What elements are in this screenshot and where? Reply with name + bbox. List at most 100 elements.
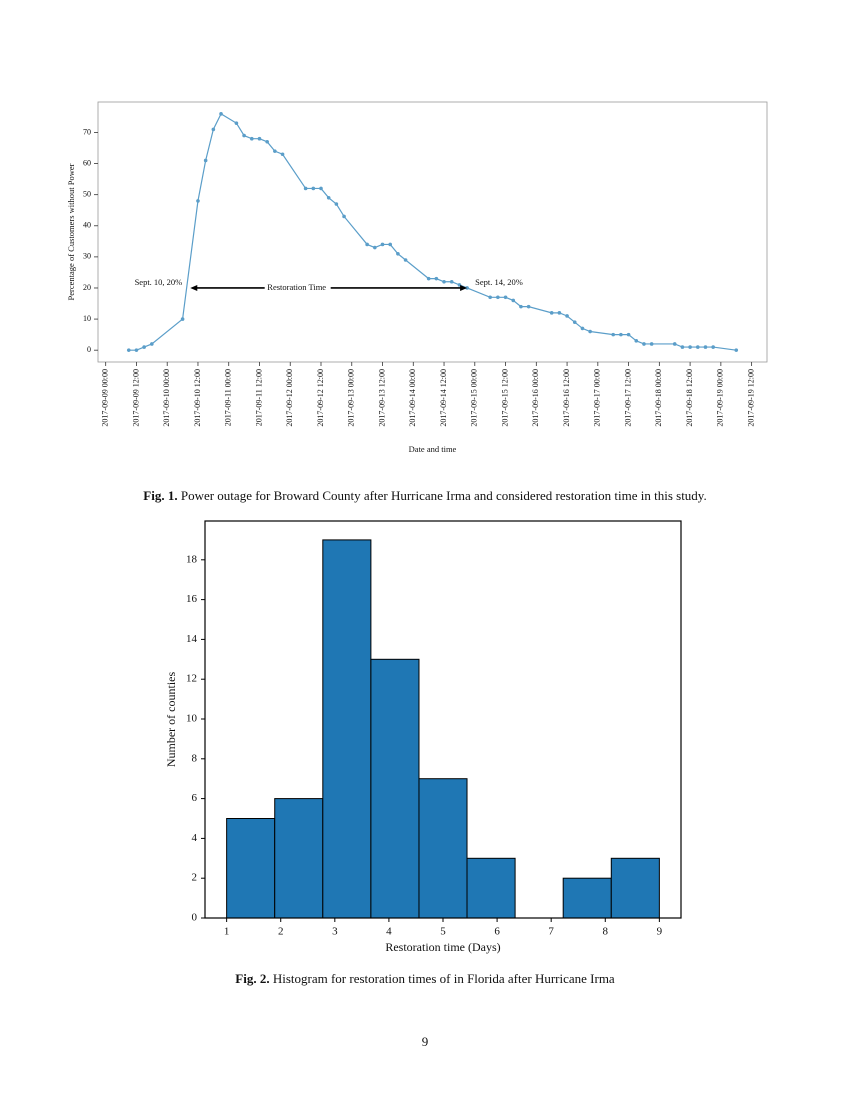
x-tick-label: 2017-09-11 00:00 [224, 369, 233, 426]
figure-caption: Fig. 2. Histogram for restoration times … [235, 971, 615, 986]
x-tick-label: 9 [657, 926, 663, 938]
histogram-bar [322, 539, 372, 919]
data-point [242, 133, 246, 138]
data-point [126, 348, 131, 352]
data-point [280, 152, 285, 157]
histogram-bar [274, 798, 324, 919]
annotation-label: Sept. 14, 20% [475, 277, 523, 287]
data-point [549, 311, 554, 315]
x-tick-label: 2017-09-17 12:00 [623, 369, 632, 427]
data-point [180, 317, 185, 321]
data-point [565, 314, 569, 318]
figure-caption: Fig. 1. Power outage for Broward County … [143, 488, 706, 503]
data-point [434, 276, 439, 281]
caption-text: Histogram for restoration times of in Fl… [270, 971, 615, 986]
arrow-head [460, 284, 468, 291]
data-point [634, 339, 639, 343]
x-tick-label: 2017-09-15 12:00 [500, 369, 509, 427]
x-tick-label: 7 [548, 926, 554, 938]
data-point [150, 342, 154, 346]
data-point [611, 332, 616, 337]
x-tick-label: 2017-09-11 12:00 [254, 369, 263, 426]
y-tick-label: 4 [192, 832, 198, 844]
data-point [572, 320, 577, 324]
data-point [519, 304, 523, 309]
arrow-head [190, 284, 198, 291]
data-point [303, 186, 308, 191]
data-point [273, 149, 277, 153]
y-tick-label: 18 [186, 553, 198, 565]
data-point [580, 326, 585, 331]
data-point [511, 298, 516, 303]
x-tick-label: 3 [332, 926, 338, 938]
data-point [695, 345, 700, 349]
data-point [688, 345, 692, 349]
y-axis-label: Number of counties [164, 672, 178, 768]
x-tick-label: 2017-09-19 12:00 [746, 369, 755, 427]
histogram-bar [562, 877, 612, 919]
x-tick-label: 2017-09-12 12:00 [316, 369, 325, 427]
label-background [264, 281, 331, 294]
data-point [488, 295, 492, 300]
data-point [526, 304, 531, 309]
y-tick-label: 10 [186, 713, 198, 725]
data-point [734, 348, 739, 352]
x-tick-label: 2017-09-10 00:00 [162, 369, 171, 427]
page-number: 9 [422, 1034, 429, 1049]
x-tick-label: 2017-09-13 00:00 [347, 369, 356, 427]
y-tick-label: 14 [186, 633, 198, 645]
y-tick-label: 12 [186, 673, 197, 685]
caption-text: Power outage for Broward County after Hu… [178, 488, 707, 503]
data-point [311, 186, 316, 191]
data-point [672, 342, 677, 346]
x-tick-label: 2017-09-14 00:00 [408, 369, 417, 427]
y-tick-label: 8 [192, 752, 198, 764]
y-axis-label: Percentage of Customers without Power [66, 163, 76, 300]
data-point [365, 242, 369, 247]
x-tick-label: 2017-09-15 00:00 [470, 369, 479, 427]
histogram-bar [466, 857, 516, 919]
data-point [196, 199, 200, 203]
x-tick-label: 2017-09-18 00:00 [654, 369, 663, 427]
y-tick-label: 40 [83, 221, 91, 230]
data-point [249, 136, 254, 141]
plot-frame [97, 101, 768, 363]
x-tick-label: 2017-09-09 00:00 [101, 369, 110, 427]
y-tick-label: 60 [83, 158, 91, 167]
data-point [203, 158, 208, 163]
data-point [426, 276, 431, 281]
y-tick-label: 70 [83, 127, 91, 136]
y-tick-label: 0 [192, 912, 198, 924]
data-point [588, 329, 592, 334]
histogram-bar [370, 658, 420, 919]
x-tick-label: 2017-09-13 12:00 [377, 369, 386, 427]
data-point [142, 345, 146, 349]
annotation-label: Restoration Time [267, 282, 326, 292]
data-point [388, 242, 393, 247]
data-point [334, 202, 339, 206]
x-tick-label: 2017-09-10 12:00 [193, 369, 202, 427]
x-tick-label: 1 [224, 926, 230, 938]
data-point [373, 245, 377, 250]
x-tick-label: 2017-09-16 00:00 [531, 369, 540, 427]
x-tick-label: 2017-09-18 12:00 [685, 369, 694, 427]
data-point [711, 345, 715, 349]
data-point [626, 332, 631, 337]
x-tick-label: 2 [278, 926, 284, 938]
data-point [396, 251, 400, 256]
data-point [134, 348, 139, 352]
data-point [642, 342, 646, 346]
y-tick-label: 2 [192, 872, 198, 884]
x-axis-label: Restoration time (Days) [385, 940, 500, 954]
histogram-bar [226, 818, 276, 919]
data-point [326, 195, 331, 200]
y-tick-label: 20 [83, 283, 91, 292]
x-tick-label: 2017-09-14 12:00 [439, 369, 448, 427]
data-point [380, 242, 385, 247]
data-point [219, 112, 223, 116]
y-tick-label: 30 [83, 252, 91, 261]
histogram-bar [418, 778, 468, 919]
data-point [211, 127, 216, 132]
